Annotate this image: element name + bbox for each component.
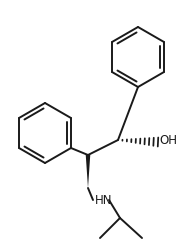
Polygon shape: [86, 155, 90, 188]
Text: HN: HN: [95, 194, 113, 206]
Text: OH: OH: [159, 134, 177, 147]
